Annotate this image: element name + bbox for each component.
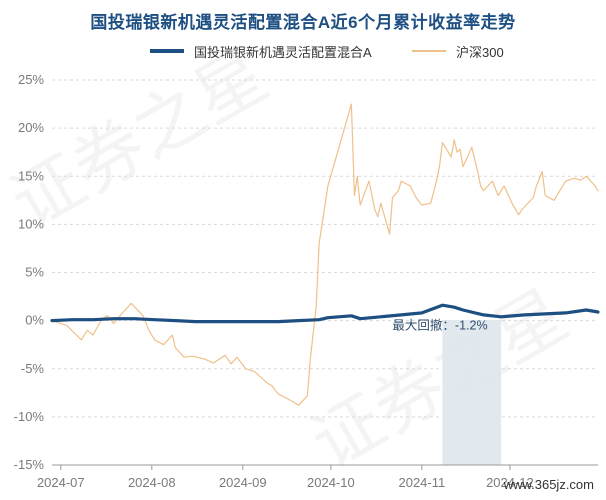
watermark-text: 证券之星 — [0, 34, 281, 245]
series-line-fund — [50, 303, 600, 324]
chart-title: 国投瑞银新机遇灵活配置混合A近6个月累计收益率走势 — [90, 13, 516, 32]
x-tick-label: 2024-12 — [486, 475, 534, 490]
y-tick-label: 0% — [25, 313, 44, 328]
y-tick-label: 10% — [18, 216, 44, 231]
legend-label-index: 沪深300 — [456, 45, 504, 60]
x-tick-label: 2024-11 — [398, 475, 445, 490]
y-tick-label: 25% — [18, 72, 44, 87]
y-tick-label: 15% — [18, 168, 44, 183]
legend-swatch-fund — [150, 49, 184, 53]
y-tick-label: -15% — [14, 457, 45, 472]
drawdown-shade — [442, 320, 502, 465]
legend-swatch-index — [412, 50, 446, 52]
x-tick-label: 2024-09 — [219, 475, 267, 490]
y-tick-label: -10% — [14, 409, 45, 424]
annotations: 最大回撤：-1.2% www.365jz.com — [392, 318, 594, 492]
y-tick-label: 20% — [18, 120, 44, 135]
x-tick-label: 2024-10 — [307, 475, 355, 490]
x-tick-label: 2024-07 — [37, 475, 85, 490]
series-line-index — [51, 103, 599, 406]
max-drawdown-label: 最大回撤：-1.2% — [392, 318, 487, 333]
series-lines — [50, 103, 600, 406]
site-watermark: www.365jz.com — [503, 477, 594, 492]
axes: 25% 20% 15% 10% 5% 0% -5% -10% -15% 2024-07 2024-0… — [14, 72, 598, 490]
y-tick-label: -5% — [21, 361, 45, 376]
legend-label-fund: 国投瑞银新机遇灵活配置混合A — [194, 45, 372, 60]
drawdown-region — [442, 320, 502, 465]
x-tick-label: 2024-08 — [128, 475, 176, 490]
y-tick-label: 5% — [25, 265, 44, 280]
